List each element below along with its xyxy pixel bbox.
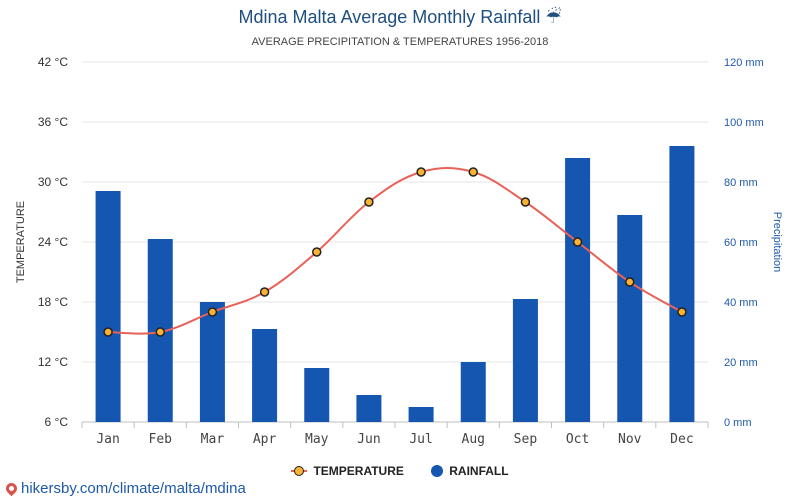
x-tick-label: Dec — [670, 432, 693, 447]
y-axis-right-label: Precipitation — [771, 211, 783, 273]
x-tick-label: Jan — [96, 432, 119, 447]
rainfall-bar — [408, 407, 434, 422]
x-tick-label: Jul — [409, 432, 432, 447]
temperature-point — [625, 277, 635, 287]
temperature-point — [677, 307, 687, 317]
rainfall-bar — [304, 368, 330, 422]
rainfall-bar — [95, 191, 121, 422]
temperature-point — [207, 307, 218, 317]
temperature-point — [364, 197, 374, 207]
temperature-point — [572, 237, 583, 247]
rainfall-bar — [512, 299, 538, 422]
legend-rainfall-label: RAINFALL — [449, 464, 509, 478]
y-left-tick-label: 12 °C — [38, 355, 68, 369]
x-tick-label: Sep — [514, 432, 538, 447]
temperature-line — [108, 166, 683, 335]
rainfall-bar — [252, 329, 278, 422]
y-right-tick-label: 120 mm — [724, 57, 764, 69]
y-right-tick-label: 100 mm — [724, 117, 764, 129]
legend: TEMPERATURE RAINFALL — [0, 464, 800, 480]
x-tick-label: Jun — [357, 432, 380, 447]
rainfall-bar — [565, 158, 591, 422]
chart-title: Mdina Malta Average Monthly Rainfall ☔ — [238, 7, 562, 27]
rainfall-bar — [617, 215, 643, 422]
y-left-tick-label: 24 °C — [38, 235, 68, 249]
y-right-tick-label: 40 mm — [724, 297, 758, 309]
y-left-tick-label: 36 °C — [38, 115, 68, 129]
legend-line-marker-icon — [291, 465, 308, 477]
temperature-point — [416, 167, 426, 177]
y-left-tick-label: 42 °C — [38, 55, 68, 69]
temperature-point — [155, 327, 165, 337]
legend-item-temperature[interactable]: TEMPERATURE — [291, 464, 404, 478]
x-tick-label: Apr — [253, 432, 277, 447]
legend-temperature-label: TEMPERATURE — [313, 464, 404, 478]
x-tick-label: Mar — [201, 432, 225, 447]
x-tick-label: Feb — [149, 432, 173, 447]
y-right-tick-label: 0 mm — [724, 417, 752, 429]
source-text: hikersby.com/climate/malta/mdina — [21, 480, 246, 497]
rainfall-bar — [356, 395, 382, 422]
y-left-tick-label: 18 °C — [38, 295, 68, 309]
y-axis-left-label: TEMPERATURE — [15, 200, 27, 284]
temperature-point — [312, 247, 322, 257]
chart-subtitle: AVERAGE PRECIPITATION & TEMPERATURES 195… — [251, 36, 549, 48]
temperature-point — [520, 197, 531, 207]
temperature-point — [468, 167, 478, 177]
x-tick-label: Aug — [462, 432, 485, 447]
y-left-tick-label: 30 °C — [38, 175, 68, 189]
legend-item-rainfall[interactable]: RAINFALL — [431, 464, 509, 478]
x-tick-label: Nov — [618, 432, 642, 447]
rainfall-bar — [460, 362, 486, 422]
y-right-tick-label: 20 mm — [724, 357, 758, 369]
source-link[interactable]: hikersby.com/climate/malta/mdina — [3, 480, 246, 497]
temperature-point — [259, 287, 270, 297]
rainfall-bar — [199, 302, 225, 422]
x-tick-label: May — [305, 432, 329, 447]
y-right-tick-label: 60 mm — [724, 237, 758, 249]
temperature-point — [103, 327, 113, 337]
rainfall-bar — [669, 146, 695, 422]
x-tick-label: Oct — [566, 432, 589, 447]
y-left-tick-label: 6 °C — [45, 415, 69, 429]
map-pin-icon — [3, 480, 20, 497]
y-right-tick-label: 80 mm — [724, 177, 758, 189]
legend-dot-icon — [431, 465, 444, 477]
